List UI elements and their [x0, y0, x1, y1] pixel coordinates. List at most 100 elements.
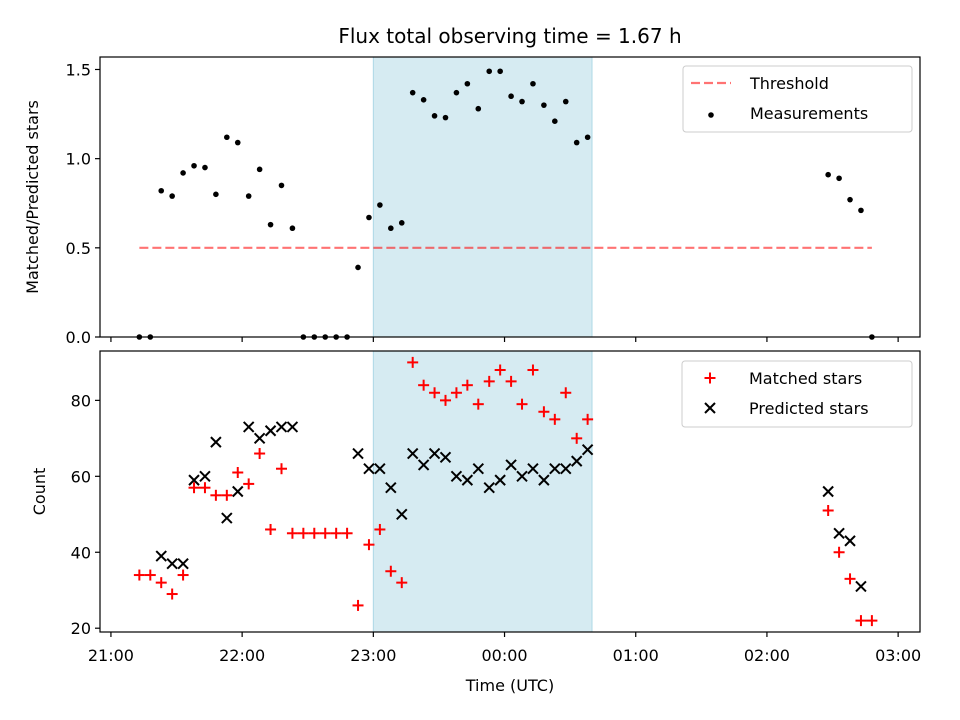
- bottom-panel: 20 40 60 80 21:00 22:00 23:00 00:00 01:00 02:00 03…: [30, 350, 921, 665]
- predicted-stars-point: [264, 425, 277, 437]
- marker-stroke: [472, 463, 485, 475]
- measurement-point: [213, 191, 219, 198]
- measurement-point: [497, 68, 503, 75]
- measurement-point: [355, 264, 361, 271]
- x-tick-label: 03:00: [875, 646, 921, 665]
- measurement-point: [486, 68, 493, 75]
- predicted-stars-point: [560, 463, 572, 475]
- marker-stroke: [844, 535, 856, 547]
- matched-stars-point: [166, 588, 178, 600]
- predicted-stars-point: [822, 485, 834, 498]
- legend: Matched stars Predicted stars: [681, 360, 913, 428]
- matched-stars-point: [144, 569, 156, 581]
- marker-stroke: [286, 421, 299, 433]
- matched-stars-point: [188, 482, 200, 494]
- measurement-point: [377, 202, 383, 208]
- predicted-stars-point: [155, 550, 167, 562]
- observing-window-span: [372, 56, 593, 338]
- predicted-stars-point: [385, 481, 397, 494]
- predicted-stars-point: [428, 447, 441, 460]
- matched-stars-point: [494, 364, 506, 376]
- predicted-stars-point: [232, 485, 244, 498]
- matched-stars-point: [538, 406, 550, 418]
- x-tick-label: 21:00: [88, 646, 134, 665]
- legend-label: Matched stars: [749, 369, 862, 388]
- measurement-point: [398, 220, 405, 226]
- matched-stars-point: [210, 489, 222, 501]
- x-axis-label: Time (UTC): [465, 676, 554, 695]
- matched-stars-point: [844, 573, 856, 585]
- legend-box: [682, 65, 913, 133]
- matched-stars-point: [450, 387, 462, 399]
- marker-stroke: [374, 463, 386, 475]
- marker-stroke: [264, 425, 277, 437]
- legend-measurements-handle: [708, 112, 714, 118]
- matched-stars-point: [254, 448, 266, 460]
- marker-stroke: [417, 459, 430, 471]
- measurement-point: [431, 113, 438, 119]
- predicted-stars-point: [505, 459, 517, 471]
- matched-stars-point: [429, 387, 441, 399]
- measurement-point: [508, 93, 514, 100]
- matched-stars-point: [866, 615, 878, 627]
- matched-stars-point: [133, 569, 145, 581]
- matched-stars-point: [582, 413, 594, 425]
- matched-stars-point: [297, 527, 309, 539]
- matched-stars-point: [822, 504, 834, 516]
- marker-stroke: [406, 447, 419, 460]
- matched-stars-point: [855, 615, 867, 627]
- matched-stars-point: [472, 398, 484, 410]
- legend-matched-handle: [704, 372, 716, 384]
- predicted-stars-point: [538, 474, 550, 486]
- measurement-point: [278, 182, 285, 189]
- marker-stroke: [833, 527, 845, 539]
- measurement-point: [256, 166, 263, 173]
- matched-stars-point: [418, 379, 430, 391]
- y-tick-label: 20: [71, 619, 91, 638]
- axes-frame: [99, 56, 921, 338]
- measurement-point: [858, 207, 864, 214]
- predicted-stars-point: [855, 580, 867, 593]
- matched-stars-point: [549, 413, 561, 425]
- axes-frame: [99, 350, 921, 633]
- marker-stroke: [822, 485, 834, 498]
- measurement-point: [519, 98, 525, 105]
- matched-stars-point: [177, 569, 189, 581]
- predicted-stars-point: [188, 474, 200, 486]
- measurement-point: [464, 80, 471, 87]
- y-axis-label: Count: [30, 468, 49, 516]
- measurement-point: [552, 118, 558, 125]
- matched-stars-point: [286, 527, 298, 539]
- y-tick-label: 40: [71, 543, 91, 562]
- marker-stroke: [494, 474, 506, 486]
- measurement-point: [234, 139, 241, 146]
- measurement-point: [562, 98, 569, 105]
- measurement-point: [191, 162, 197, 169]
- legend-label: Measurements: [750, 104, 868, 123]
- y-tick-label: 1.0: [66, 150, 91, 169]
- legend-predicted-handle: [704, 402, 716, 414]
- marker-stroke: [155, 550, 167, 562]
- predicted-stars-point: [483, 481, 495, 494]
- x-tick-label: 00:00: [481, 646, 527, 665]
- measurement-point: [584, 134, 591, 141]
- measurement-point: [245, 193, 252, 199]
- x-tick-label: 01:00: [613, 646, 659, 665]
- predicted-stars-point: [166, 557, 178, 570]
- predicted-stars-point: [374, 463, 386, 475]
- marker-stroke: [232, 485, 244, 498]
- measurement-point: [541, 102, 547, 108]
- marker-stroke: [538, 474, 550, 486]
- marker-stroke: [275, 421, 288, 433]
- marker-stroke: [450, 470, 463, 483]
- observing-window-span: [372, 350, 593, 633]
- predicted-stars-point: [549, 463, 561, 475]
- matched-stars-point: [232, 467, 244, 479]
- marker-stroke: [516, 470, 528, 483]
- measurement-point: [158, 187, 165, 194]
- matched-stars-point: [571, 432, 583, 444]
- matched-stars-point: [363, 539, 375, 551]
- y-tick-label: 1.5: [66, 60, 91, 79]
- marker-stroke: [505, 459, 517, 471]
